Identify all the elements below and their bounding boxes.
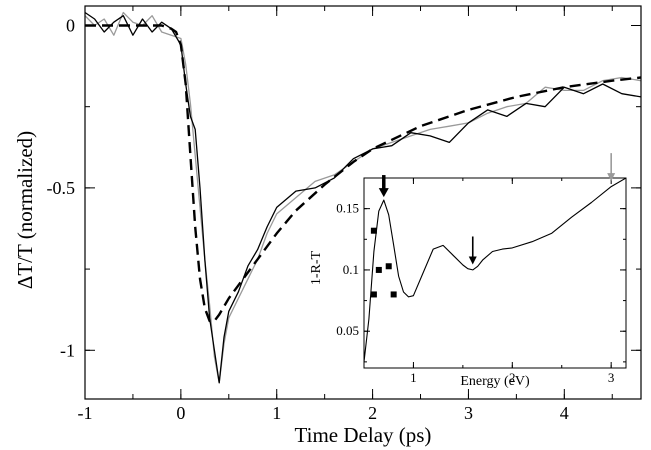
annotation-arrow-head bbox=[468, 256, 477, 265]
inset-y-tick-label: 0.15 bbox=[336, 201, 359, 216]
main-series-line-2 bbox=[85, 24, 641, 323]
inset-axes: 1 2 3 0.05 0.1 0.15 bbox=[336, 177, 626, 385]
inset-data-marker bbox=[375, 266, 382, 273]
main-y-tick-label: -0.5 bbox=[47, 178, 76, 198]
main-x-tick-label: -1 bbox=[78, 403, 93, 423]
inset-y-tick-label: 0.05 bbox=[336, 323, 359, 338]
main-x-tick-label: 0 bbox=[176, 403, 185, 423]
main-axes: -1 0 1 2 3 4 0 -0.5 -1 bbox=[47, 6, 641, 423]
main-y-tick-label: -1 bbox=[60, 340, 75, 360]
main-x-tick-label: 2 bbox=[368, 403, 377, 423]
annotation-arrow-head bbox=[607, 173, 616, 182]
inset-x-tick-label: 1 bbox=[410, 370, 417, 385]
inset-x-tick-label: 2 bbox=[509, 370, 516, 385]
main-y-axis-label: ΔT/T (normalized) bbox=[13, 131, 37, 289]
inset-data-marker bbox=[385, 263, 392, 270]
main-x-axis-label: Time Delay (ps) bbox=[295, 423, 432, 447]
inset-x-axis-label: Energy (eV) bbox=[460, 374, 530, 389]
inset-x-tick-label: 3 bbox=[608, 370, 615, 385]
main-x-tick-label: 4 bbox=[560, 403, 569, 423]
main-series-line-0 bbox=[85, 11, 641, 384]
main-x-tick-label: 3 bbox=[464, 403, 473, 423]
main-plot-frame bbox=[84, 5, 642, 400]
inset-series-line-0 bbox=[364, 178, 626, 362]
main-y-tick-label: 0 bbox=[66, 15, 75, 35]
inset-arrows bbox=[378, 153, 616, 265]
annotation-arrow-head bbox=[378, 188, 389, 198]
inset-y-axis-label: 1-R-T bbox=[309, 250, 324, 285]
inset-data-marker bbox=[370, 227, 377, 234]
inset-plot-area bbox=[364, 178, 626, 362]
inset-y-tick-label: 0.1 bbox=[343, 262, 359, 277]
main-series-line-1 bbox=[85, 11, 641, 384]
main-plot-area bbox=[85, 11, 641, 384]
inset-data-marker bbox=[390, 291, 397, 298]
main-x-tick-label: 1 bbox=[272, 403, 281, 423]
inset-data-marker bbox=[370, 291, 377, 298]
